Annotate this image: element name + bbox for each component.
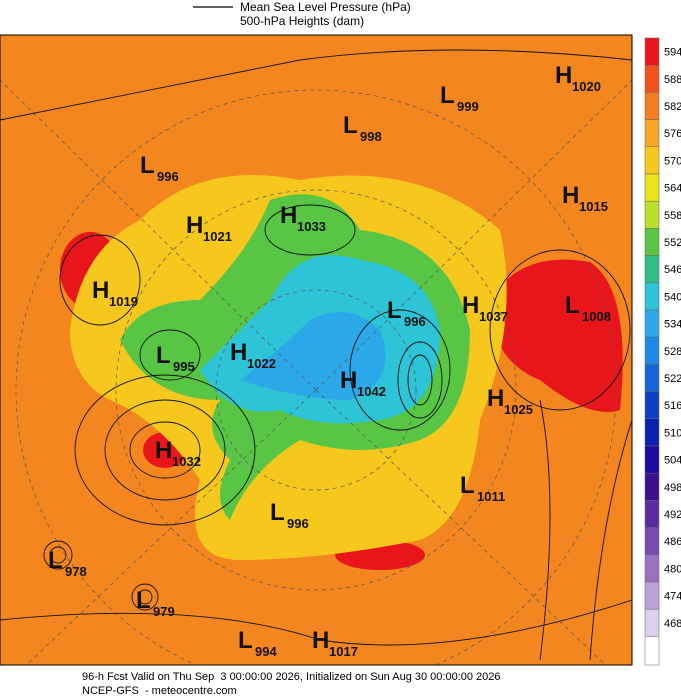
center-value: 1019 bbox=[109, 294, 138, 309]
center-type: H bbox=[555, 62, 572, 89]
colorbar-swatch bbox=[644, 445, 660, 474]
colorbar-label: 588 bbox=[664, 74, 681, 86]
center-value: 999 bbox=[457, 99, 479, 114]
center-value: 979 bbox=[153, 604, 175, 619]
colorbar-swatch bbox=[644, 636, 660, 666]
center-type: H bbox=[186, 212, 203, 239]
colorbar-label: 510 bbox=[664, 427, 681, 439]
legend-heights: 500-hPa Heights (dam) bbox=[240, 14, 364, 28]
center-type: L bbox=[238, 627, 253, 654]
colorbar-label: 570 bbox=[664, 155, 681, 167]
colorbar-label: 528 bbox=[664, 346, 681, 358]
colorbar-swatch bbox=[644, 500, 660, 528]
colorbar-swatch bbox=[644, 608, 660, 637]
colorbar-label: 552 bbox=[664, 237, 681, 249]
center-type: H bbox=[462, 292, 479, 319]
colorbar-label: 474 bbox=[664, 591, 681, 603]
colorbar-swatch bbox=[644, 336, 660, 365]
colorbar-label: 516 bbox=[664, 400, 681, 412]
center-value: 1015 bbox=[579, 199, 608, 214]
colorbar-label: 468 bbox=[664, 618, 681, 630]
center-type: H bbox=[92, 277, 109, 304]
colorbar-label: 558 bbox=[664, 210, 681, 222]
colorbar-label: 498 bbox=[664, 482, 681, 494]
center-type: H bbox=[340, 367, 357, 394]
center-type: L bbox=[565, 292, 580, 319]
center-type: L bbox=[156, 342, 171, 369]
colorbar-swatch bbox=[644, 119, 660, 148]
center-type: L bbox=[48, 547, 63, 574]
center-value: 1017 bbox=[329, 644, 358, 659]
center-type: L bbox=[460, 472, 475, 499]
center-value: 1021 bbox=[203, 229, 232, 244]
colorbar-label: 540 bbox=[664, 291, 681, 303]
center-value: 1042 bbox=[357, 384, 386, 399]
center-value: 1022 bbox=[247, 356, 276, 371]
colorbar-swatch bbox=[644, 228, 660, 256]
colorbar-label: 522 bbox=[664, 373, 681, 385]
center-value: 1008 bbox=[582, 309, 611, 324]
colorbar-label: 576 bbox=[664, 128, 681, 140]
center-type: L bbox=[440, 82, 455, 109]
center-value: 1032 bbox=[172, 454, 201, 469]
colorbar-label: 504 bbox=[664, 455, 681, 467]
colorbar-swatch bbox=[644, 527, 660, 556]
colorbar-swatch bbox=[644, 391, 660, 420]
colorbar-label: 594 bbox=[664, 47, 681, 59]
center-value: 998 bbox=[360, 129, 382, 144]
center-type: L bbox=[387, 297, 402, 324]
footer-source: NCEP-GFS - meteocentre.com bbox=[82, 685, 237, 697]
center-type: L bbox=[140, 152, 155, 179]
center-value: 994 bbox=[255, 644, 277, 659]
center-type: H bbox=[312, 627, 329, 654]
center-value: 978 bbox=[65, 564, 87, 579]
center-value: 1033 bbox=[297, 219, 326, 234]
footer-valid: 96-h Fcst Valid on Thu Sep 3 00:00:00 20… bbox=[82, 671, 501, 683]
center-type: H bbox=[280, 202, 297, 229]
colorbar-swatch bbox=[644, 309, 660, 338]
colorbar-swatch bbox=[644, 255, 660, 284]
colorbar-label: 582 bbox=[664, 101, 681, 113]
colorbar-swatch bbox=[644, 282, 660, 311]
center-type: L bbox=[270, 499, 285, 526]
colorbar-swatch bbox=[644, 92, 660, 120]
colorbar-swatch bbox=[644, 472, 660, 501]
legend-mslp: Mean Sea Level Pressure (hPa) bbox=[240, 0, 411, 14]
center-type: L bbox=[136, 587, 151, 614]
colorbar-label: 492 bbox=[664, 509, 681, 521]
colorbar-label: 480 bbox=[664, 563, 681, 575]
colorbar-label: 486 bbox=[664, 536, 681, 548]
center-type: H bbox=[487, 385, 504, 412]
colorbar-swatch bbox=[644, 364, 660, 392]
colorbar-swatch bbox=[644, 418, 660, 447]
colorbar-label: 564 bbox=[664, 183, 681, 195]
colorbar-swatch bbox=[644, 173, 660, 202]
colorbar-swatch bbox=[644, 581, 660, 610]
colorbar-swatch bbox=[644, 146, 660, 175]
center-value: 996 bbox=[404, 314, 426, 329]
colorbar-label: 546 bbox=[664, 264, 681, 276]
center-type: L bbox=[343, 112, 358, 139]
center-value: 996 bbox=[157, 169, 179, 184]
colorbar-label: 534 bbox=[664, 319, 681, 331]
center-value: 995 bbox=[173, 359, 195, 374]
center-type: H bbox=[155, 437, 172, 464]
center-value: 1020 bbox=[572, 79, 601, 94]
center-type: H bbox=[230, 339, 247, 366]
colorbar-swatch bbox=[644, 64, 660, 93]
center-value: 1011 bbox=[477, 489, 505, 504]
colorbar-swatch bbox=[644, 554, 660, 583]
center-type: H bbox=[562, 182, 579, 209]
colorbar-swatch bbox=[644, 37, 660, 66]
center-value: 1025 bbox=[504, 402, 533, 417]
center-value: 996 bbox=[287, 516, 309, 531]
colorbar-swatch bbox=[644, 200, 660, 229]
center-value: 1037 bbox=[479, 309, 508, 324]
